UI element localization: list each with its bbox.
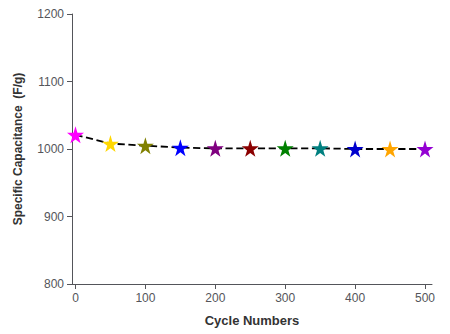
svg-text:1100: 1100 [38,75,64,89]
svg-text:200: 200 [205,291,225,305]
svg-text:0: 0 [72,291,79,305]
svg-text:100: 100 [135,291,155,305]
svg-text:300: 300 [275,291,295,305]
svg-text:1000: 1000 [37,142,64,156]
svg-text:Specific Capacitance (F/g): Specific Capacitance (F/g) [11,73,25,226]
svg-text:900: 900 [44,210,64,224]
svg-text:1200: 1200 [37,7,64,21]
svg-text:Cycle Numbers: Cycle Numbers [205,313,300,328]
svg-text:800: 800 [44,277,64,291]
svg-text:400: 400 [345,291,365,305]
svg-text:500: 500 [415,291,435,305]
